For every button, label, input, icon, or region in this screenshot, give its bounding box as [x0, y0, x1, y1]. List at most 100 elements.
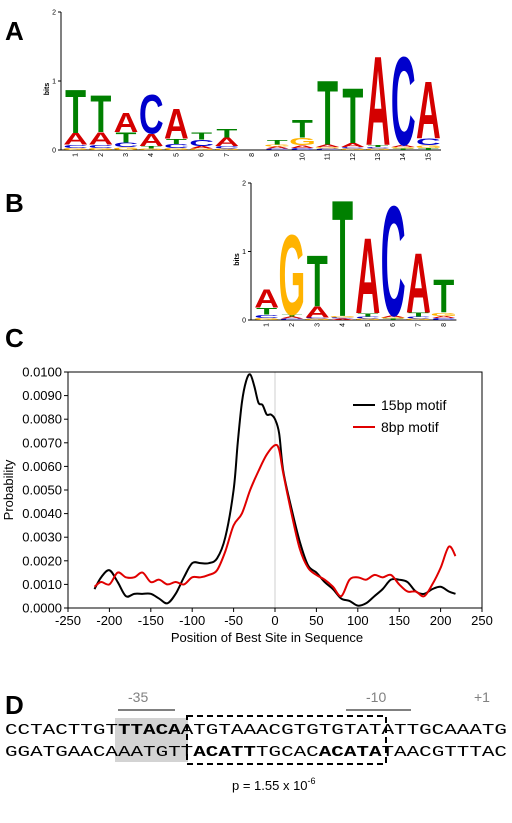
series-line-8bp — [93, 443, 457, 598]
logo-letter-t: T — [141, 145, 162, 149]
highlight-box-top — [115, 718, 188, 740]
logo-position-label: 7 — [415, 323, 422, 327]
logo-letter-c: C — [63, 144, 88, 149]
logo-letter-a: A — [406, 235, 431, 331]
logo-letter-a: A — [366, 30, 391, 172]
logo-letter-c: C — [315, 148, 340, 150]
logo-letter-t: T — [332, 166, 353, 352]
minus35-label: -35 — [128, 689, 148, 705]
logo-letter-g: G — [390, 147, 417, 149]
logo-position-label: 10 — [299, 153, 306, 161]
logo-letter-t: T — [317, 61, 338, 164]
logo-position-label: 3 — [123, 153, 130, 157]
logo-letter-a: A — [265, 146, 290, 149]
logo-position-label: 12 — [350, 153, 357, 161]
logo-letter-t: T — [418, 148, 439, 151]
logo-letter-g: G — [314, 147, 341, 149]
legend-label: 15bp motif — [381, 397, 446, 413]
logo-letter-c: C — [381, 174, 406, 349]
logo-letter-t: T — [191, 131, 213, 143]
legend-label: 8bp motif — [381, 419, 439, 435]
logo-letter-c: C — [139, 83, 164, 146]
logo-letter-c: C — [431, 318, 456, 321]
logo-letter-t: T — [256, 306, 278, 317]
x-tick-label: -250 — [55, 613, 81, 628]
logo-letter-c: C — [416, 137, 441, 148]
y-tick-label: 0.0050 — [22, 483, 62, 498]
logo-letter-a: A — [114, 107, 139, 138]
logo-letter-c: C — [265, 148, 290, 150]
logo-letter-t: T — [267, 139, 288, 146]
y-tick-label: 0.0070 — [22, 435, 62, 450]
y-tick-label: 0.0000 — [22, 601, 62, 616]
y-tick-label: 0.0040 — [22, 506, 62, 521]
y-tick-label: 0.0080 — [22, 412, 62, 427]
p-value: p = 1.55 x 10-6 — [232, 776, 316, 793]
logo-letter-t: T — [281, 314, 302, 317]
panel-label-a: A — [5, 16, 24, 46]
logo-letter-a: A — [139, 130, 164, 150]
x-tick-label: 250 — [471, 613, 493, 628]
logo-letter-a: A — [315, 144, 340, 148]
logo-letter-g: G — [415, 145, 442, 149]
seq-bottom-rest: TAACGTTTAC — [382, 745, 508, 761]
logo-letter-t: T — [357, 313, 378, 318]
logo-letter-c: C — [254, 314, 279, 319]
y-tick-label: 0.0100 — [22, 365, 62, 380]
logo-letter-t: T — [368, 145, 389, 148]
logo-letter-c: C — [406, 316, 431, 319]
x-tick-label: 150 — [388, 613, 410, 628]
logo-y-tick-label: 1 — [52, 79, 56, 86]
y-tick-label: 0.0030 — [22, 530, 62, 545]
p-value-exponent: -6 — [308, 776, 316, 786]
logo-position-label: 2 — [289, 323, 296, 327]
logo-letter-g: G — [279, 212, 306, 339]
y-tick-label: 0.0010 — [22, 577, 62, 592]
logo-letter-g: G — [365, 148, 392, 150]
logo-position-label: 4 — [148, 153, 155, 157]
logo-y-tick-label: 2 — [52, 10, 56, 17]
logo-letter-a: A — [305, 304, 330, 321]
logo-letter-t: T — [292, 116, 313, 143]
logo-letter-c: C — [366, 147, 391, 149]
logo-position-label: 11 — [325, 153, 332, 160]
logo-letter-a: A — [63, 130, 88, 148]
logo-letter-a: A — [391, 145, 416, 148]
seq-top-rest: ATGTAAACGTGTGTATATTGCAAATG — [181, 723, 507, 739]
logo-y-tick-label: 0 — [52, 148, 56, 155]
x-tick-label: -100 — [179, 613, 205, 628]
logo-letter-g: G — [62, 148, 89, 151]
logo-letter-c: C — [355, 316, 380, 319]
logo-letter-c: C — [340, 147, 365, 149]
logo-y-tick-label: 2 — [242, 181, 246, 188]
logo-position-label: 1 — [73, 153, 80, 157]
x-tick-label: 0 — [271, 613, 278, 628]
logo-letter-a: A — [164, 101, 189, 148]
logo-letter-g: G — [329, 316, 356, 318]
logo-letter-t: T — [408, 312, 429, 318]
logo-position-label: 7 — [224, 153, 231, 157]
logo-letter-g: G — [87, 148, 114, 151]
logo-letter-a: A — [330, 318, 355, 320]
logo-ylabel: bits — [44, 83, 51, 96]
logo-letter-c: C — [189, 138, 214, 148]
logo-letter-c: C — [114, 142, 139, 149]
x-tick-label: 200 — [430, 613, 452, 628]
logo-letter-g: G — [405, 318, 432, 320]
logo-position-label: 9 — [274, 153, 281, 157]
logo-position-label: 1 — [264, 323, 271, 327]
logo-letter-a: A — [189, 145, 214, 149]
panel-label-d: D — [5, 690, 24, 720]
logo-letter-c: C — [88, 144, 113, 149]
logo-letter-a: A — [290, 145, 315, 149]
logo-position-label: 5 — [365, 323, 372, 327]
seq-bottom-bold2: ACATA — [319, 745, 382, 761]
logo-letter-t: T — [433, 269, 454, 323]
logo-position-label: 2 — [98, 153, 105, 157]
logo-letter-g: G — [354, 318, 381, 320]
logo-letter-t: T — [90, 86, 111, 144]
x-axis-label: Position of Best Site in Sequence — [171, 630, 363, 645]
logo-letter-c: C — [164, 143, 189, 149]
